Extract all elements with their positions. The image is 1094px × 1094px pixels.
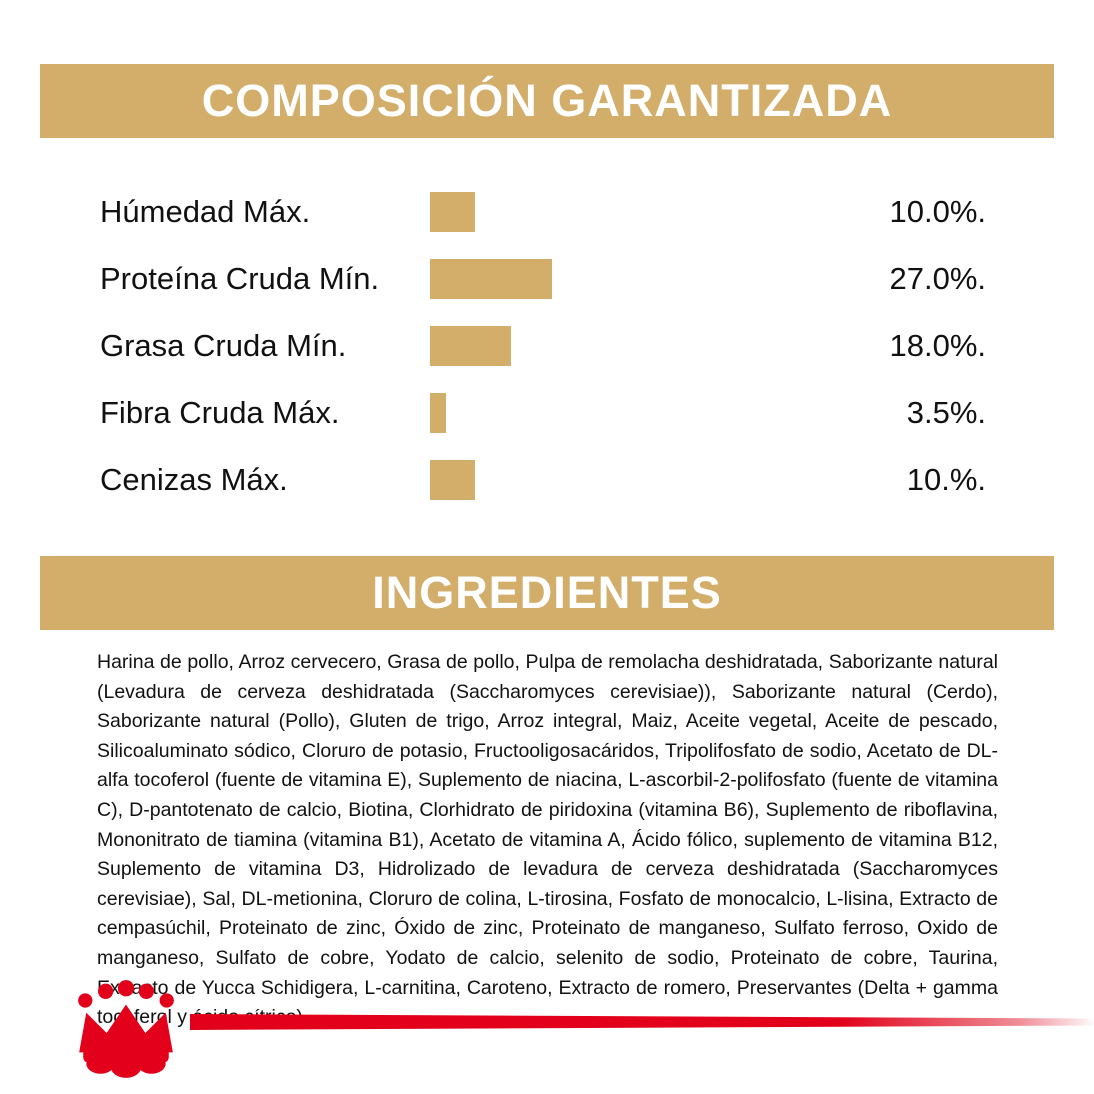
brand-divider-line	[190, 1014, 1094, 1030]
ingredients-banner: INGREDIENTES	[40, 556, 1054, 630]
composition-bar	[430, 392, 446, 433]
bar-track	[430, 392, 836, 433]
composition-title: COMPOSICIÓN GARANTIZADA	[201, 75, 893, 126]
composition-banner: COMPOSICIÓN GARANTIZADA	[40, 64, 1054, 138]
composition-row-value: 18.0%.	[889, 327, 986, 363]
ingredients-paragraph: Harina de pollo, Arroz cervecero, Grasa …	[97, 651, 998, 1029]
composition-row: Cenizas Máx. 10.%.	[0, 446, 1094, 513]
composition-bar	[430, 258, 552, 299]
composition-bar	[430, 325, 511, 366]
royal-canin-crown-logo	[78, 980, 174, 1078]
composition-row: Proteína Cruda Mín. 27.0%.	[0, 245, 1094, 312]
composition-chart: Húmedad Máx. 10.0%. Proteína Cruda Mín. …	[0, 178, 1094, 513]
composition-row: Fibra Cruda Máx. 3.5%.	[0, 379, 1094, 446]
composition-row-label: Cenizas Máx.	[100, 461, 288, 497]
composition-row-value: 10.0%.	[889, 193, 986, 229]
composition-row-value: 3.5%.	[906, 394, 986, 430]
composition-row: Húmedad Máx. 10.0%.	[0, 178, 1094, 245]
composition-row-value: 10.%.	[906, 461, 986, 497]
composition-row-label: Grasa Cruda Mín.	[100, 327, 347, 363]
composition-bar	[430, 459, 475, 500]
bar-track	[430, 191, 836, 232]
bar-track	[430, 459, 836, 500]
composition-row-label: Proteína Cruda Mín.	[100, 260, 380, 296]
ingredients-title: INGREDIENTES	[372, 567, 722, 618]
composition-row: Grasa Cruda Mín. 18.0%.	[0, 312, 1094, 379]
bar-track	[430, 325, 836, 366]
composition-row-label: Fibra Cruda Máx.	[100, 394, 340, 430]
composition-bar	[430, 191, 475, 232]
composition-row-label: Húmedad Máx.	[100, 193, 311, 229]
composition-row-value: 27.0%.	[889, 260, 986, 296]
bar-track	[430, 258, 836, 299]
